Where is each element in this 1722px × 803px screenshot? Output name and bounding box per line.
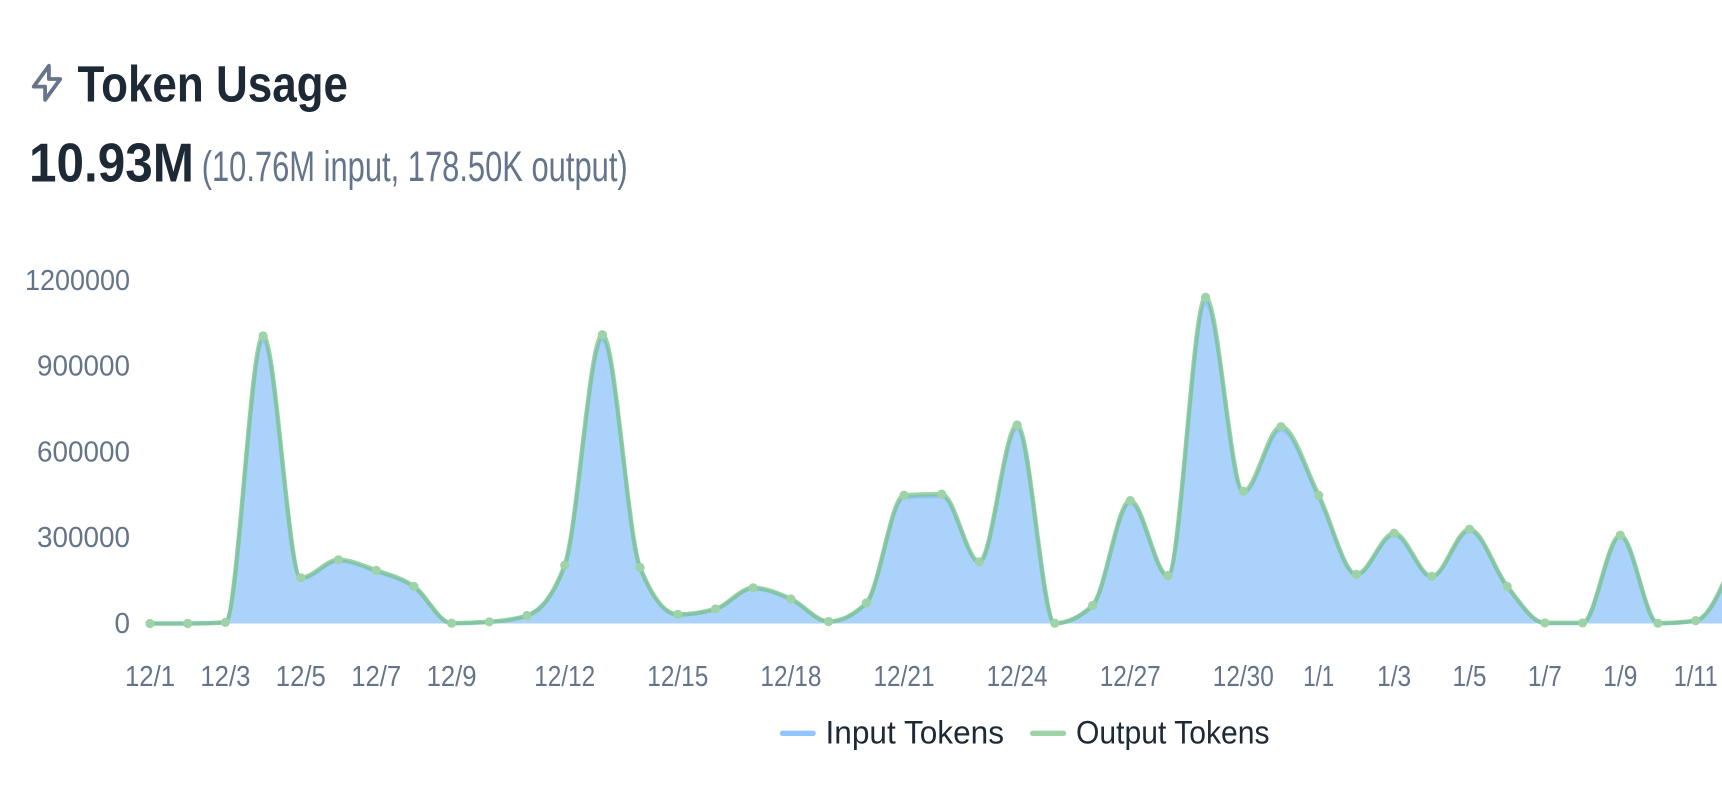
svg-text:12/1: 12/1 [125,661,175,693]
svg-text:12/21: 12/21 [874,661,935,693]
svg-text:12/30: 12/30 [1213,661,1274,693]
svg-text:1/9: 1/9 [1603,661,1637,693]
svg-text:12/12: 12/12 [534,661,595,693]
svg-text:1/7: 1/7 [1528,661,1562,693]
svg-text:0: 0 [115,608,131,640]
svg-text:10.93M: 10.93M [29,132,194,194]
svg-text:12/18: 12/18 [760,661,821,693]
svg-text:1/3: 1/3 [1377,661,1411,693]
svg-text:900000: 900000 [37,351,130,383]
svg-text:1/5: 1/5 [1453,661,1487,693]
svg-text:600000: 600000 [37,436,130,468]
svg-text:Token Usage: Token Usage [78,56,349,113]
svg-text:12/5: 12/5 [276,661,326,693]
svg-text:1/11: 1/11 [1674,661,1718,693]
svg-text:1200000: 1200000 [25,265,130,297]
svg-text:12/15: 12/15 [647,661,708,693]
svg-text:1/1: 1/1 [1303,661,1334,693]
svg-text:12/7: 12/7 [351,661,401,693]
svg-text:12/3: 12/3 [200,661,250,693]
svg-text:12/27: 12/27 [1100,661,1161,693]
svg-text:(10.76M input, 178.50K output): (10.76M input, 178.50K output) [202,143,628,191]
svg-text:12/9: 12/9 [427,661,477,693]
svg-text:300000: 300000 [37,522,130,554]
svg-text:12/24: 12/24 [987,661,1048,693]
svg-text:Output Tokens: Output Tokens [1076,715,1270,751]
svg-text:Input Tokens: Input Tokens [826,715,1005,751]
